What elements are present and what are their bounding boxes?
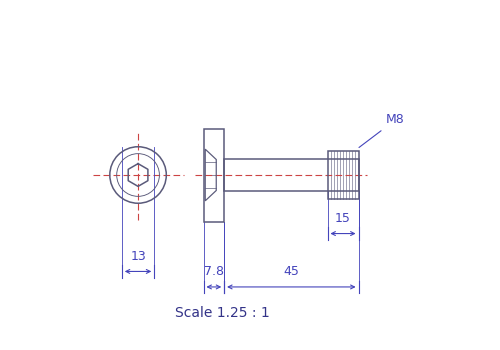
Text: 13: 13 [130,250,146,263]
Text: 7.8: 7.8 [204,265,224,278]
Text: Scale 1.25 : 1: Scale 1.25 : 1 [175,306,270,320]
Text: M8: M8 [359,113,405,147]
Text: 45: 45 [284,265,300,278]
Text: 15: 15 [335,212,351,225]
